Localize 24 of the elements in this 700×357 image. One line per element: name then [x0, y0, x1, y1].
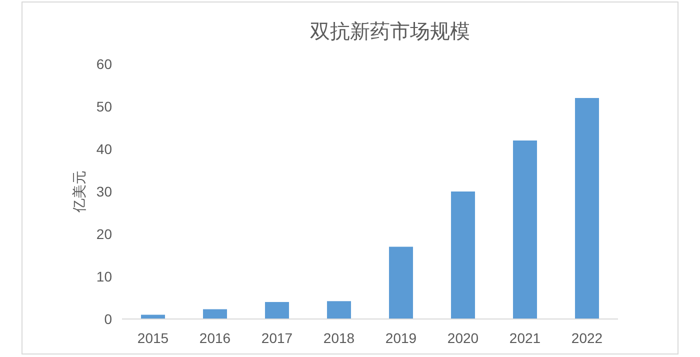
- y-axis-title: 亿美元: [71, 170, 87, 214]
- bar: [451, 192, 475, 319]
- bar: [389, 246, 413, 319]
- bar: [513, 140, 537, 319]
- x-tick-label: 2020: [447, 330, 479, 346]
- bar: [575, 98, 599, 319]
- bar: [265, 302, 289, 319]
- y-tick-label: 30: [96, 184, 112, 200]
- x-tick-label: 2018: [323, 330, 355, 346]
- y-tick-label: 60: [96, 56, 112, 72]
- chart-title: 双抗新药市场规模: [310, 21, 470, 43]
- bar: [203, 309, 227, 319]
- bar: [327, 301, 351, 319]
- x-tick-label: 2021: [509, 330, 541, 346]
- y-tick-label: 0: [104, 311, 112, 327]
- x-tick-label: 2015: [137, 330, 169, 346]
- y-tick-label: 50: [96, 98, 112, 114]
- x-tick-label: 2016: [199, 330, 231, 346]
- x-tick-label: 2019: [385, 330, 417, 346]
- y-tick-label: 10: [96, 268, 112, 284]
- x-tick-label: 2017: [261, 330, 293, 346]
- y-tick-label: 20: [96, 226, 112, 242]
- y-tick-label: 40: [96, 141, 112, 157]
- x-tick-label: 2022: [571, 330, 603, 346]
